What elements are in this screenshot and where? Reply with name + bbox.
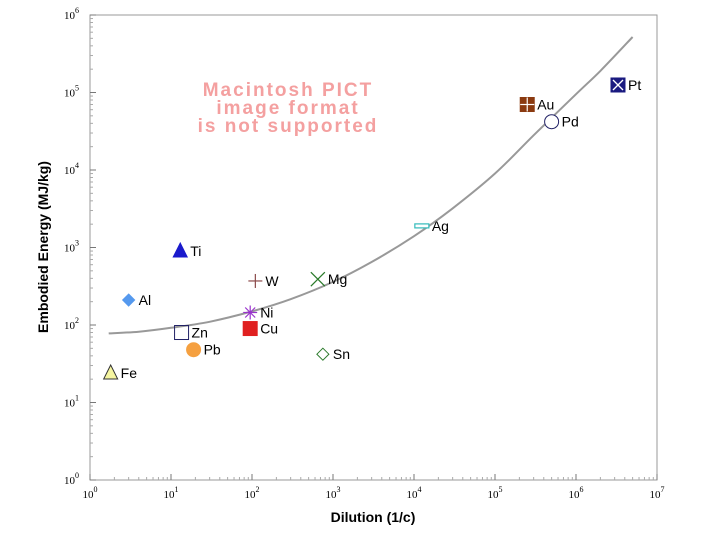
x-tick-label-exponent: 1: [175, 485, 179, 494]
x-tick-label: 103: [326, 485, 341, 501]
data-point-au: Au: [519, 97, 554, 113]
x-tick-label-base: 10: [164, 489, 176, 501]
y-tick-label-exponent: 2: [75, 316, 79, 325]
point-label-ag: Ag: [432, 218, 449, 234]
data-point-pb: Pb: [186, 342, 221, 358]
point-label-sn: Sn: [333, 346, 350, 362]
y-tick-label-base: 10: [64, 243, 76, 255]
axis-tick-labels: 100 101 102 103 104 105 106 1071001011021031041…: [64, 6, 665, 501]
point-label-ti: Ti: [190, 243, 201, 259]
pict-placeholder-line-3: is not supported: [198, 116, 379, 137]
marker-boxed-x-b: [612, 79, 624, 91]
point-label-pb: Pb: [204, 342, 221, 358]
y-tick-label-base: 10: [64, 10, 76, 22]
x-tick-label-base: 10: [650, 489, 662, 501]
y-tick-label-exponent: 0: [75, 471, 79, 480]
data-point-zn: Zn: [174, 325, 208, 341]
data-point-sn: Sn: [316, 346, 350, 362]
x-tick-label-exponent: 4: [418, 485, 422, 494]
x-tick-label: 105: [488, 485, 503, 501]
point-label-w: W: [265, 273, 279, 289]
axis-ticks: [89, 14, 658, 481]
marker-triangle: [172, 241, 189, 258]
x-tick-label-exponent: 0: [94, 485, 98, 494]
x-tick-label: 100: [83, 485, 98, 501]
x-tick-label: 104: [407, 485, 422, 501]
data-point-ag: Ag: [414, 218, 449, 234]
y-tick-label: 105: [64, 84, 79, 100]
x-tick-label-base: 10: [407, 489, 419, 501]
y-tick-label: 102: [64, 316, 79, 332]
y-tick-label-base: 10: [64, 165, 76, 177]
data-point-pd: Pd: [544, 114, 579, 130]
y-tick-label: 101: [64, 394, 79, 410]
pict-placeholder: Macintosh PICT image format is not suppo…: [198, 80, 379, 137]
marker-open-square: [174, 325, 190, 341]
y-tick-label-exponent: 4: [75, 161, 79, 170]
x-tick-label: 106: [569, 485, 584, 501]
y-tick-label-base: 10: [64, 475, 76, 487]
data-point-ni: Ni: [243, 304, 273, 320]
pict-placeholder-line-2: image format: [216, 98, 359, 119]
x-tick-label: 102: [245, 485, 260, 501]
point-label-ni: Ni: [260, 304, 273, 320]
marker-x-b: [310, 271, 326, 287]
marker-open-circle: [544, 114, 560, 130]
pict-placeholder-line-1: Macintosh PICT: [203, 80, 374, 101]
point-label-mg: Mg: [328, 271, 347, 287]
data-point-mg: Mg: [310, 271, 347, 287]
x-tick-label: 107: [650, 485, 665, 501]
y-tick-label-exponent: 6: [75, 6, 79, 15]
marker-square: [242, 321, 258, 337]
y-tick-label-exponent: 1: [75, 394, 79, 403]
y-tick-label: 104: [64, 161, 79, 177]
point-label-pd: Pd: [562, 114, 579, 130]
data-point-fe: Fe: [102, 363, 138, 381]
y-tick-label: 106: [64, 6, 79, 22]
x-tick-label-base: 10: [569, 489, 581, 501]
y-tick-label: 103: [64, 239, 79, 255]
marker-asterisk-b: [244, 307, 256, 318]
x-tick-label-exponent: 7: [661, 485, 665, 494]
marker-bar: [414, 223, 430, 229]
data-point-pt: Pt: [610, 77, 641, 93]
y-tick-label-base: 10: [64, 88, 76, 100]
x-tick-label-base: 10: [488, 489, 500, 501]
x-tick-label-base: 10: [245, 489, 257, 501]
point-label-al: Al: [139, 292, 151, 308]
marker-circle: [186, 342, 202, 358]
trend-line: [108, 36, 634, 335]
x-tick-label-base: 10: [326, 489, 338, 501]
point-label-pt: Pt: [628, 77, 641, 93]
data-point-w: W: [248, 273, 279, 289]
data-point-ti: Ti: [172, 241, 201, 259]
y-tick-label: 100: [64, 471, 79, 487]
point-label-cu: Cu: [260, 321, 278, 337]
data-point-cu: Cu: [242, 321, 278, 337]
data-point-al: Al: [121, 292, 151, 308]
y-tick-label-exponent: 5: [75, 84, 79, 93]
y-tick-label-exponent: 3: [75, 239, 79, 248]
x-tick-label-base: 10: [83, 489, 95, 501]
plot-frame: [89, 14, 658, 481]
x-tick-label: 101: [164, 485, 179, 501]
x-tick-label-exponent: 5: [499, 485, 503, 494]
y-tick-label-base: 10: [64, 320, 76, 332]
x-tick-label-exponent: 2: [256, 485, 260, 494]
x-axis-title: Dilution (1/c): [331, 509, 416, 525]
point-label-fe: Fe: [121, 365, 138, 381]
marker-triangle: [102, 363, 119, 380]
y-tick-label-base: 10: [64, 398, 76, 410]
marker-diamond: [121, 293, 136, 307]
marker-open-diamond: [316, 347, 330, 361]
point-label-au: Au: [537, 97, 554, 113]
y-axis-title: Embodied Energy (MJ/kg): [35, 161, 51, 333]
x-tick-label-exponent: 6: [580, 485, 584, 494]
x-tick-label-exponent: 3: [337, 485, 341, 494]
point-label-zn: Zn: [192, 325, 208, 341]
